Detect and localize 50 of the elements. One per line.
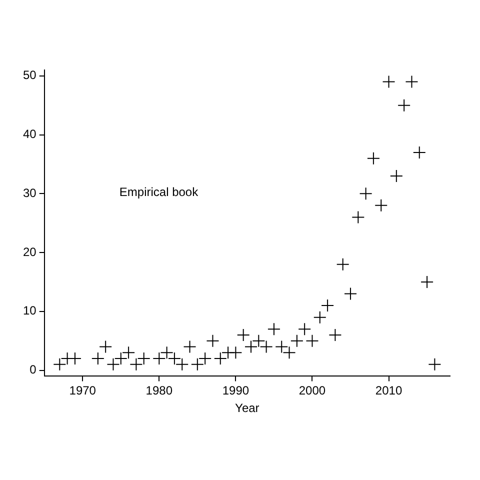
y-tick-label: 40	[22, 127, 37, 142]
point	[214, 352, 227, 366]
point	[152, 352, 166, 366]
point	[53, 358, 66, 371]
point	[91, 352, 104, 366]
point	[374, 198, 388, 212]
y-tick-label: 30	[22, 186, 37, 200]
point	[190, 358, 204, 371]
point	[359, 187, 372, 200]
point	[352, 210, 365, 224]
y-tick-label: 20	[22, 244, 37, 259]
point	[244, 340, 258, 354]
x-tick-label: 2010	[375, 384, 402, 398]
point	[344, 287, 357, 300]
y-tick-label: 10	[22, 304, 37, 318]
point	[405, 75, 418, 88]
point	[130, 358, 143, 371]
x-axis-title: Year	[235, 401, 260, 416]
point	[412, 146, 426, 159]
point	[321, 299, 334, 312]
point	[336, 258, 350, 271]
point	[206, 334, 220, 348]
point	[428, 358, 442, 371]
point	[390, 169, 403, 182]
x-tick-label: 1980	[146, 384, 173, 398]
y-tick-label: 0	[30, 362, 37, 377]
point	[229, 346, 242, 360]
x-tick-label: 1970	[69, 384, 96, 398]
point	[290, 334, 304, 348]
point	[122, 346, 136, 360]
point	[99, 340, 112, 354]
point	[382, 75, 396, 88]
point	[198, 352, 212, 366]
point	[398, 98, 411, 112]
point	[328, 328, 342, 342]
point	[137, 352, 150, 366]
point	[183, 340, 196, 354]
x-tick-label: 2000	[298, 384, 326, 398]
point	[313, 310, 326, 324]
annotation: Empirical book	[119, 184, 200, 199]
point	[306, 334, 319, 348]
point	[420, 275, 434, 288]
point	[114, 352, 128, 366]
point	[106, 358, 120, 371]
y-tick-label: 50	[22, 68, 37, 82]
point	[236, 328, 250, 342]
point	[267, 322, 280, 336]
x-tick-label: 1990	[222, 384, 250, 398]
point	[298, 322, 312, 336]
point	[366, 152, 380, 165]
